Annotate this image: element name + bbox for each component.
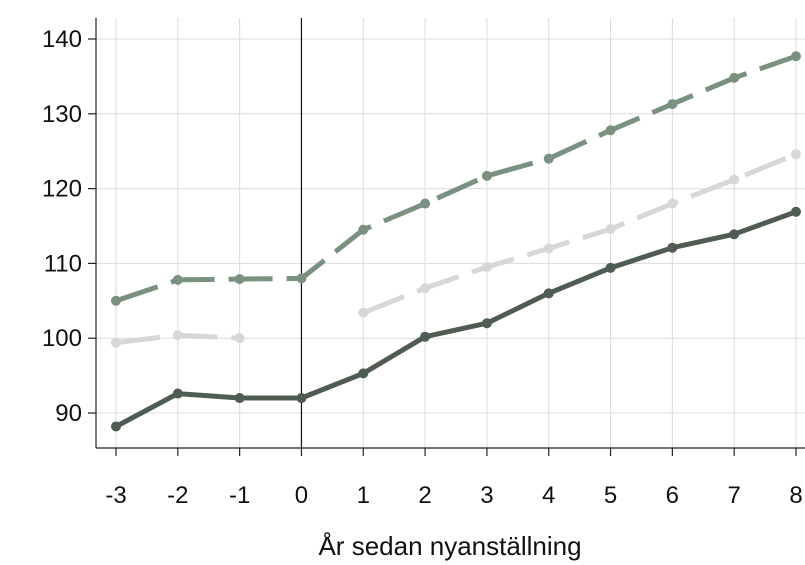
data-point — [791, 51, 801, 62]
y-tick-label: 90 — [55, 400, 82, 427]
x-axis-title: År sedan nyanställning — [318, 531, 581, 561]
data-point — [481, 318, 492, 329]
y-tick-label: 100 — [42, 325, 82, 352]
data-point — [234, 274, 245, 285]
data-point — [296, 273, 307, 284]
series-1 — [111, 51, 801, 306]
x-tick-label: -2 — [167, 482, 188, 509]
data-point — [481, 170, 492, 181]
data-point — [667, 99, 678, 110]
axes — [88, 18, 805, 456]
data-point — [296, 393, 307, 404]
data-point — [605, 125, 616, 136]
series-line — [115, 53, 797, 304]
y-tick-label: 110 — [44, 250, 82, 277]
series-lines — [111, 51, 801, 432]
data-point — [111, 337, 121, 348]
y-tick-label: 140 — [42, 26, 82, 53]
data-point — [172, 274, 183, 285]
x-tick-label: 4 — [542, 482, 555, 509]
x-tick-label: 0 — [295, 482, 308, 509]
data-point — [358, 307, 369, 318]
data-point — [729, 72, 740, 83]
x-tick-label: -1 — [229, 482, 250, 509]
series-3 — [111, 206, 801, 432]
data-point — [111, 295, 121, 306]
data-point — [729, 229, 740, 240]
tick-labels: 90 100 110 120 130 140 -3 -2 -1 0 1 2 3 4 5 6 7 8 — [42, 26, 803, 509]
data-point — [667, 198, 678, 209]
data-point — [172, 388, 183, 399]
data-point — [234, 333, 245, 344]
series-2 — [111, 149, 801, 348]
x-tick-label: 2 — [418, 482, 431, 509]
data-point — [729, 174, 740, 185]
grid — [96, 18, 805, 448]
data-point — [172, 330, 183, 341]
data-point — [605, 223, 616, 234]
x-tick-label: 5 — [604, 482, 617, 509]
y-tick-label: 130 — [42, 101, 82, 128]
data-point — [543, 288, 554, 299]
y-tick-label: 120 — [42, 176, 82, 203]
x-tick-label: 7 — [728, 482, 741, 509]
data-point — [605, 262, 616, 273]
data-point — [543, 153, 554, 164]
data-point — [791, 206, 801, 217]
data-point — [358, 368, 369, 379]
data-point — [791, 149, 801, 160]
data-point — [543, 243, 554, 254]
data-point — [111, 421, 121, 432]
x-tick-label: 3 — [480, 482, 493, 509]
data-point — [234, 393, 245, 404]
data-point — [481, 262, 492, 273]
data-point — [667, 242, 678, 253]
data-point — [420, 331, 431, 342]
data-point — [420, 283, 431, 294]
data-point — [420, 198, 431, 209]
series-line — [114, 209, 797, 429]
x-tick-label: 8 — [789, 482, 802, 509]
series-line — [362, 151, 797, 316]
x-tick-label: -3 — [105, 482, 126, 509]
x-tick-label: 6 — [666, 482, 679, 509]
x-tick-label: 1 — [357, 482, 370, 509]
data-point — [358, 224, 369, 235]
